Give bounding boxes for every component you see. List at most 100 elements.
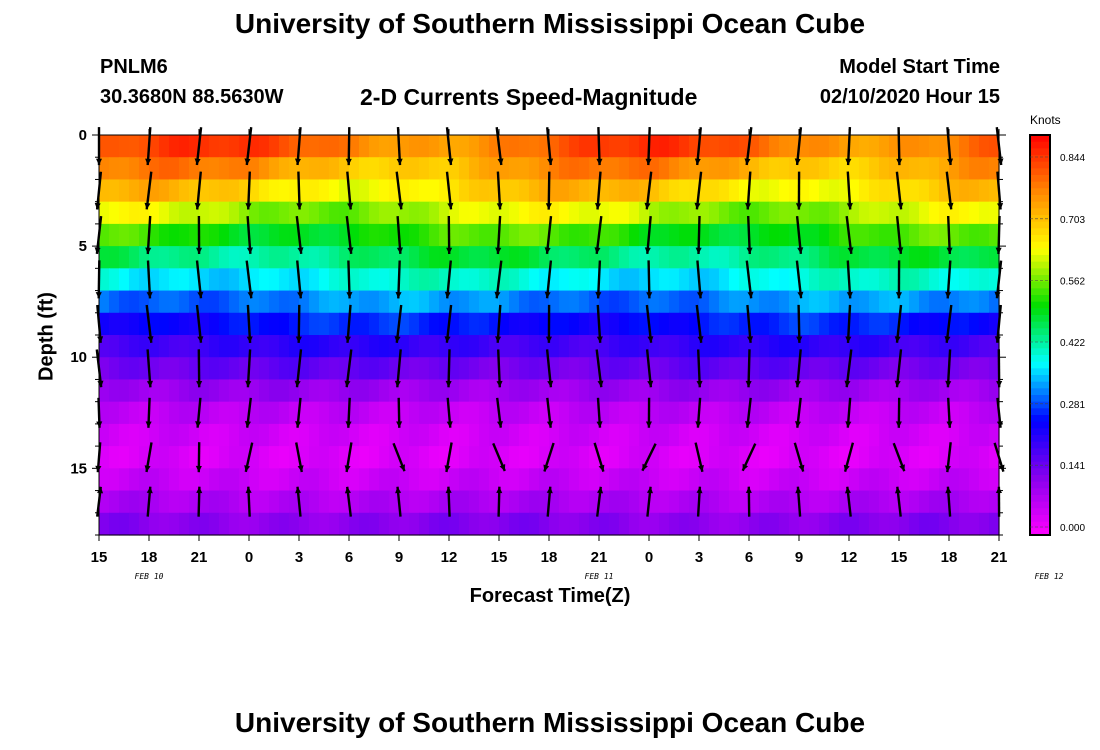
arrow-head [794, 158, 801, 165]
heatmap-cell [529, 201, 540, 225]
heatmap-cell [819, 335, 830, 358]
heatmap-cell [249, 357, 260, 381]
heatmap-cell [969, 179, 980, 203]
heatmap-cell [979, 335, 990, 358]
heatmap-cell [739, 401, 750, 425]
heatmap-cell [409, 490, 420, 514]
heatmap-cell [199, 290, 210, 314]
heatmap-cell [359, 335, 370, 358]
heatmap-cell [929, 379, 940, 403]
heatmap-cell [209, 490, 220, 514]
heatmap-cell [159, 401, 170, 425]
heatmap-cell [269, 446, 280, 469]
heatmap-cell [829, 179, 840, 203]
heatmap-cell [889, 268, 900, 292]
heatmap-cell [739, 423, 750, 447]
heatmap-cell [509, 357, 520, 381]
heatmap-cell [579, 490, 590, 514]
heatmap-cell [219, 446, 230, 469]
heatmap-cell [449, 312, 460, 336]
heatmap-cell [489, 290, 500, 314]
current-arrow [146, 215, 152, 255]
heatmap-cell [419, 512, 430, 536]
chart-title: 2-D Currents Speed-Magnitude [360, 84, 698, 110]
heatmap-cell [439, 423, 450, 447]
heatmap-cell [779, 179, 790, 203]
heatmap-cell [989, 179, 1000, 203]
heatmap-cell [589, 401, 600, 425]
heatmap-cell [109, 423, 120, 447]
heatmap-cell [659, 446, 670, 469]
heatmap-cell [459, 290, 470, 314]
heatmap-cell [449, 223, 460, 247]
heatmap-cell [339, 512, 350, 536]
heatmap-cell [469, 135, 480, 158]
heatmap-cell [869, 512, 880, 536]
current-arrow [445, 171, 453, 210]
heatmap-cell [469, 157, 480, 181]
heatmap-cell [579, 357, 590, 381]
arrow-head [946, 421, 953, 428]
heatmap-cell [939, 312, 950, 336]
heatmap-cell [919, 446, 930, 469]
heatmap-cell [939, 446, 950, 469]
heatmap-cell [289, 135, 300, 158]
heatmap-cell [569, 512, 580, 536]
heatmap-cell [669, 423, 680, 447]
heatmap-cell [299, 135, 310, 158]
colorbar-cell [1030, 295, 1050, 303]
colorbar-cell [1030, 381, 1050, 389]
heatmap-cell [439, 179, 450, 203]
heatmap-cell [449, 157, 460, 181]
heatmap-cell [409, 446, 420, 469]
colorbar-cell [1030, 475, 1050, 483]
heatmap-cell [129, 246, 140, 269]
heatmap-cell [559, 201, 570, 225]
heatmap-cell [279, 468, 290, 492]
heatmap-cell [179, 268, 190, 292]
heatmap-cell [199, 490, 210, 514]
arrow-head [146, 292, 153, 299]
heatmap-cell [869, 357, 880, 381]
current-arrow [895, 349, 903, 388]
heatmap-cell [369, 468, 380, 492]
arrow-head [894, 336, 901, 343]
heatmap-cell [559, 179, 570, 203]
heatmap-cell [219, 512, 230, 536]
heatmap-cell [969, 135, 980, 158]
heatmap-cell [719, 490, 730, 514]
heatmap-cell [639, 512, 650, 536]
heatmap-cell [699, 446, 710, 469]
heatmap-cell [679, 290, 690, 314]
heatmap-cell [369, 223, 380, 247]
heatmap-cell [579, 446, 590, 469]
heatmap-cell [419, 179, 430, 203]
heatmap-cell [119, 335, 130, 358]
heatmap-cell [459, 335, 470, 358]
heatmap-cell [599, 379, 610, 403]
heatmap-cell [859, 290, 870, 314]
arrow-head [596, 158, 603, 166]
heatmap-cell [319, 490, 330, 514]
heatmap-cell [219, 223, 230, 247]
heatmap-cell [129, 446, 140, 469]
heatmap-cell [899, 312, 910, 336]
current-arrow [646, 215, 652, 255]
heatmap-cell [109, 268, 120, 292]
heatmap-cell [839, 446, 850, 469]
heatmap-cell [609, 401, 620, 425]
arrow-head [596, 421, 603, 428]
heatmap-cell [689, 246, 700, 269]
heatmap-cell [639, 423, 650, 447]
heatmap-cell [659, 268, 670, 292]
heatmap-cell [969, 468, 980, 492]
heatmap-cell [859, 223, 870, 247]
heatmap-cell [849, 290, 860, 314]
current-arrow [246, 216, 252, 254]
heatmap-cell [789, 312, 800, 336]
heatmap-cell [929, 312, 940, 336]
heatmap-cell [389, 423, 400, 447]
heatmap-cell [449, 357, 460, 381]
heatmap-cell [319, 157, 330, 181]
heatmap-cell [959, 423, 970, 447]
